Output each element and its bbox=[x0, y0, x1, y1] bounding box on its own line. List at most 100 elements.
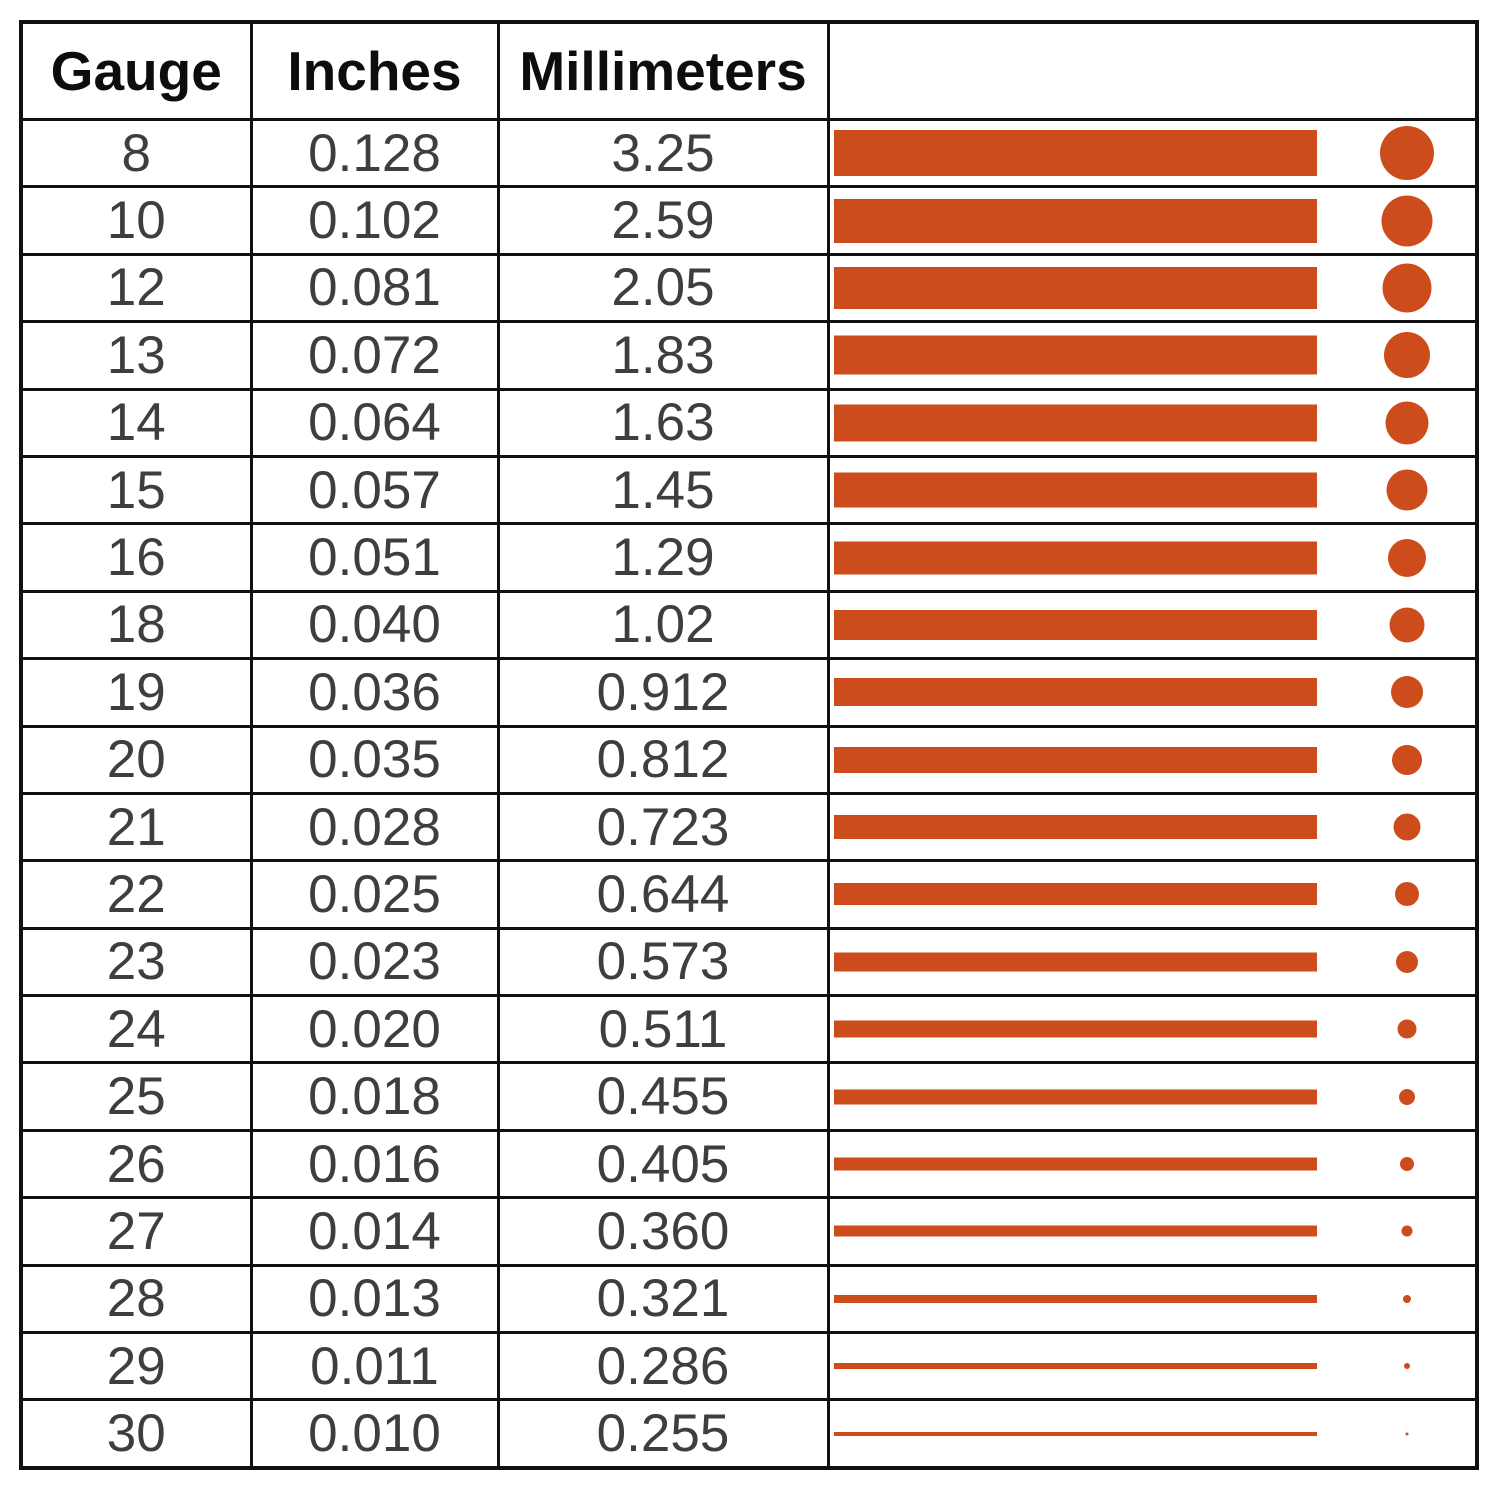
thickness-bar bbox=[833, 815, 1317, 840]
size-visual-cell bbox=[826, 1061, 1479, 1132]
table-row: 13 0.072 1.83 bbox=[19, 320, 1479, 391]
table-row: 24 0.020 0.511 bbox=[19, 994, 1479, 1065]
thickness-bar bbox=[833, 1157, 1317, 1171]
column-header-inches: Inches bbox=[249, 20, 500, 121]
mm-value: 1.45 bbox=[496, 454, 830, 526]
diameter-dot bbox=[1397, 1019, 1416, 1039]
table-row: 25 0.018 0.455 bbox=[19, 1061, 1479, 1132]
thickness-bar bbox=[833, 609, 1317, 640]
size-visual-cell bbox=[826, 1331, 1479, 1402]
thickness-bar bbox=[833, 266, 1317, 309]
table-row: 16 0.051 1.29 bbox=[19, 522, 1479, 593]
thickness-bar bbox=[833, 198, 1317, 243]
gauge-value: 26 bbox=[19, 1128, 253, 1200]
mm-value: 0.573 bbox=[496, 926, 830, 998]
thickness-bar bbox=[833, 404, 1317, 442]
size-visual-cell bbox=[826, 724, 1479, 795]
diameter-dot bbox=[1390, 676, 1423, 709]
diameter-dot bbox=[1405, 1432, 1408, 1436]
diameter-dot bbox=[1395, 950, 1418, 973]
column-header-millimeters: Millimeters bbox=[496, 20, 830, 121]
table-row: 10 0.102 2.59 bbox=[19, 185, 1479, 256]
table-row: 29 0.011 0.286 bbox=[19, 1331, 1479, 1402]
size-visual-cell bbox=[826, 994, 1479, 1065]
inches-value: 0.072 bbox=[249, 320, 500, 391]
gauge-value: 20 bbox=[19, 724, 253, 795]
mm-value: 0.405 bbox=[496, 1128, 830, 1200]
mm-value: 0.455 bbox=[496, 1061, 830, 1132]
mm-value: 3.25 bbox=[496, 117, 830, 189]
diameter-dot bbox=[1381, 195, 1432, 247]
mm-value: 1.02 bbox=[496, 589, 830, 661]
column-header-gauge: Gauge bbox=[19, 20, 253, 121]
gauge-value: 30 bbox=[19, 1398, 253, 1470]
diameter-dot bbox=[1382, 263, 1431, 313]
mm-value: 0.321 bbox=[496, 1263, 830, 1335]
gauge-value: 13 bbox=[19, 320, 253, 391]
table-row: 14 0.064 1.63 bbox=[19, 387, 1479, 458]
inches-value: 0.128 bbox=[249, 117, 500, 189]
inches-value: 0.010 bbox=[249, 1398, 500, 1470]
mm-value: 0.511 bbox=[496, 994, 830, 1065]
gauge-value: 29 bbox=[19, 1331, 253, 1402]
gauge-value: 22 bbox=[19, 859, 253, 930]
size-visual-cell bbox=[826, 859, 1479, 930]
inches-value: 0.018 bbox=[249, 1061, 500, 1132]
diameter-dot bbox=[1402, 1294, 1411, 1303]
thickness-bar bbox=[833, 678, 1317, 707]
mm-value: 1.83 bbox=[496, 320, 830, 391]
diameter-dot bbox=[1398, 1088, 1415, 1105]
column-header-visual bbox=[826, 20, 1479, 121]
diameter-dot bbox=[1393, 813, 1420, 841]
thickness-bar bbox=[833, 952, 1317, 972]
table-row: 27 0.014 0.360 bbox=[19, 1196, 1479, 1267]
size-visual-cell bbox=[826, 589, 1479, 661]
inches-value: 0.013 bbox=[249, 1263, 500, 1335]
inches-value: 0.081 bbox=[249, 252, 500, 324]
size-visual-cell bbox=[826, 252, 1479, 324]
size-visual-cell bbox=[826, 1128, 1479, 1200]
thickness-bar bbox=[833, 1363, 1317, 1370]
thickness-bar bbox=[833, 746, 1317, 773]
diameter-dot bbox=[1403, 1363, 1410, 1370]
diameter-dot bbox=[1394, 882, 1419, 907]
table-row: 30 0.010 0.255 bbox=[19, 1398, 1479, 1470]
gauge-value: 8 bbox=[19, 117, 253, 189]
gauge-value: 27 bbox=[19, 1196, 253, 1267]
gauge-value: 18 bbox=[19, 589, 253, 661]
inches-value: 0.025 bbox=[249, 859, 500, 930]
diameter-dot bbox=[1383, 332, 1430, 379]
inches-value: 0.057 bbox=[249, 454, 500, 526]
size-visual-cell bbox=[826, 1398, 1479, 1470]
mm-value: 0.812 bbox=[496, 724, 830, 795]
size-visual-cell bbox=[826, 522, 1479, 593]
gauge-value: 28 bbox=[19, 1263, 253, 1335]
gauge-value: 23 bbox=[19, 926, 253, 998]
table-row: 22 0.025 0.644 bbox=[19, 859, 1479, 930]
size-visual-cell bbox=[826, 454, 1479, 526]
gauge-table: Gauge Inches Millimeters 8 0.128 3.25 10 0.102… bbox=[19, 20, 1479, 1470]
diameter-dot bbox=[1401, 1225, 1412, 1237]
inches-value: 0.035 bbox=[249, 724, 500, 795]
thickness-bar bbox=[833, 541, 1317, 575]
thickness-bar bbox=[833, 1020, 1317, 1038]
thickness-bar bbox=[833, 1431, 1317, 1436]
size-visual-cell bbox=[826, 117, 1479, 189]
table-row: 28 0.013 0.321 bbox=[19, 1263, 1479, 1335]
inches-value: 0.011 bbox=[249, 1331, 500, 1402]
size-visual-cell bbox=[826, 926, 1479, 998]
header-row: Gauge Inches Millimeters bbox=[19, 20, 1479, 121]
thickness-bar bbox=[833, 130, 1317, 177]
thickness-bar bbox=[833, 1294, 1317, 1303]
mm-value: 2.05 bbox=[496, 252, 830, 324]
inches-value: 0.040 bbox=[249, 589, 500, 661]
table-row: 23 0.023 0.573 bbox=[19, 926, 1479, 998]
gauge-value: 16 bbox=[19, 522, 253, 593]
gauge-value: 10 bbox=[19, 185, 253, 256]
inches-value: 0.014 bbox=[249, 1196, 500, 1267]
inches-value: 0.023 bbox=[249, 926, 500, 998]
inches-value: 0.016 bbox=[249, 1128, 500, 1200]
diameter-dot bbox=[1389, 607, 1424, 643]
table-row: 19 0.036 0.912 bbox=[19, 657, 1479, 728]
